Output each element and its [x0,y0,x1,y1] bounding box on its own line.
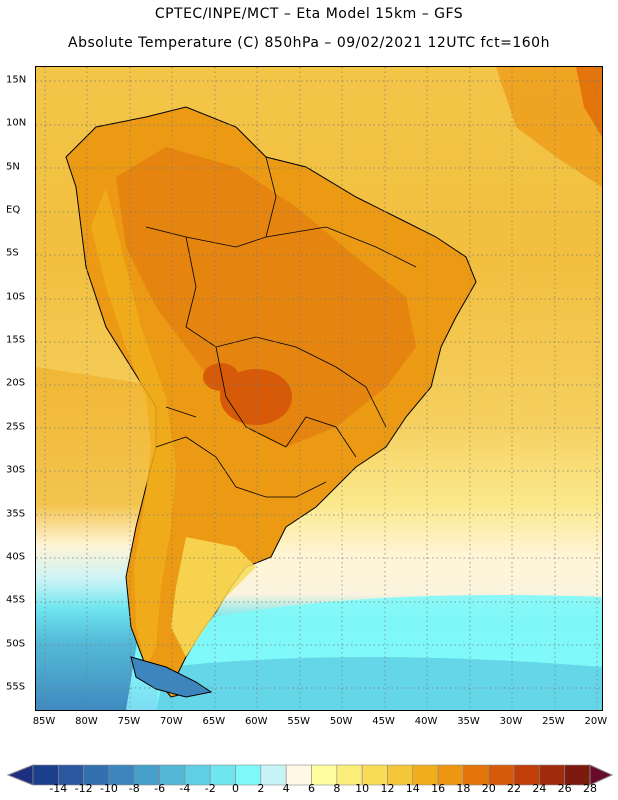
colorbar-tick-label: 4 [282,782,290,795]
colorbar-high-arrow [589,764,614,786]
colorbar-tick-label: 18 [456,782,471,795]
ne-warm-patch [496,67,602,187]
colorbar-tick-label: -10 [99,782,118,795]
lon-label: 30W [499,716,523,727]
lat-label: 10N [6,117,27,129]
patagonia-pale [171,537,256,657]
colorbar-tick-label: 16 [431,782,446,795]
lat-label: 10S [6,291,26,303]
lon-label: 85W [32,716,56,727]
lat-label: 30S [6,464,26,476]
lat-label: EQ [6,204,21,216]
colorbar-tick-label: 26 [557,782,572,795]
colorbar [6,764,614,786]
colorbar-tick-label: 10 [355,782,370,795]
colorbar-tick-label: -2 [204,782,216,795]
hot-core [220,369,292,425]
colorbar-tick-label: 0 [232,782,240,795]
colorbar-tick-label: 6 [308,782,315,795]
lat-label: 50S [6,638,26,650]
lon-label: 35W [457,716,480,727]
lat-label: 5S [6,247,19,259]
map-svg [36,67,602,710]
chart-title-line-1: CPTEC/INPE/MCT – Eta Model 15km – GFS [154,6,464,22]
lon-label: 50W [329,716,353,727]
colorbar-tick-label: 20 [481,782,496,795]
lat-label: 55S [6,681,26,693]
lon-label: 25W [542,716,565,727]
temperature-map [35,66,603,711]
lat-label: 40S [6,551,26,563]
lon-label: 65W [202,716,226,727]
colorbar-tick-label: 2 [257,782,265,795]
lon-label: 80W [75,716,98,727]
colorbar-tick-label: -14 [49,782,68,795]
colorbar-tick-label: -4 [179,782,191,795]
colorbar-tick-label: 22 [507,782,522,795]
lat-label: 15N [6,74,27,86]
lat-label: 15S [6,334,26,346]
chart-title-line-2: Absolute Temperature (C) 850hPa – 09/02/… [68,35,550,51]
colorbar-tick-label: 12 [380,782,395,795]
lon-label: 40W [414,716,438,727]
colorbar-tick-label: 24 [532,782,547,795]
lon-label: 70W [160,716,183,727]
lon-label: 45W [372,716,395,727]
interior-hot-region [116,147,416,447]
colorbar-tick-label: 28 [583,782,597,795]
lat-label: 25S [6,421,26,433]
country-borders [145,156,417,498]
lon-label: 20W [584,716,608,727]
lon-label: 60W [244,716,268,727]
colorbar-tick-label: -12 [74,782,93,795]
graticule [36,67,602,710]
colorbar-tick-label: 14 [405,782,420,795]
lon-label: 55W [287,716,310,727]
ne-hot-patch [576,67,602,137]
colorbar-tick-label: -6 [154,782,166,795]
lon-label: 75W [117,716,141,727]
south-colder-band [156,657,602,710]
colorbar-low-arrow [6,764,34,786]
andes-cool-strip [91,187,176,667]
tierra-del-fuego [130,656,213,698]
lat-label: 20S [6,377,26,389]
lat-label: 35S [6,508,26,519]
lat-label: 5N [6,161,20,173]
colorbar-tick-label: -8 [128,782,140,795]
lat-label: 45S [6,594,26,606]
colorbar-tick-label: 8 [333,782,341,795]
